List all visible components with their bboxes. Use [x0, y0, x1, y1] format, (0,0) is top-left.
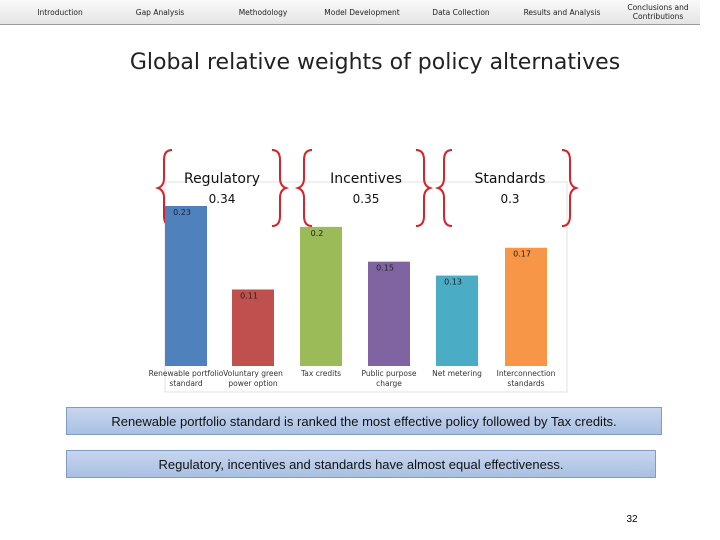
value-label: 0.13: [444, 278, 462, 287]
nav-tab: Results and Analysis: [523, 7, 601, 17]
group-weight: 0.35: [352, 192, 380, 206]
x-tick-label: Interconnection standards: [496, 369, 556, 388]
bar: [232, 289, 274, 366]
x-tick-label: Net metering: [432, 369, 482, 378]
brace: [561, 149, 580, 227]
group-label: Standards: [474, 171, 546, 187]
bar: [165, 206, 207, 366]
nav-tab: Introduction: [37, 7, 83, 17]
x-tick-label: Voluntary green power option: [223, 369, 283, 388]
brace: [154, 149, 173, 227]
value-label: 0.15: [376, 264, 394, 273]
brace: [271, 149, 290, 227]
nav-tab: Gap Analysis: [135, 7, 185, 17]
page-number: 32: [626, 514, 638, 525]
nav-tab: Methodology: [238, 7, 288, 17]
nav-bar: Introduction Gap Analysis Methodology Model…: [0, 0, 700, 25]
bar: [436, 275, 478, 366]
x-tick-label: Renewable portfolio standard: [148, 369, 224, 388]
note: Regulatory, incentives and standards hav…: [66, 450, 656, 478]
bar: [300, 226, 342, 366]
braces: [154, 149, 580, 227]
group-label: Incentives: [330, 171, 402, 187]
brace: [415, 149, 434, 227]
group-weight: 0.3: [500, 192, 520, 206]
group-label: Regulatory: [183, 171, 261, 187]
value-label: 0.17: [513, 250, 531, 259]
x-tick-label: Tax credits: [300, 369, 342, 378]
x-tick-label: Public purpose charge: [361, 369, 417, 388]
note: Renewable portfolio standard is ranked t…: [66, 407, 662, 435]
value-label: 0.2: [311, 229, 324, 238]
value-label: 0.23: [173, 208, 191, 217]
bar: [505, 247, 547, 366]
bar: [368, 261, 410, 366]
nav-tab: Conclusions and Contributions: [627, 3, 689, 21]
nav-tab: Model Development: [324, 7, 400, 17]
slide-title: Global relative weights of policy altern…: [129, 50, 621, 75]
nav-tab: Data Collection: [432, 7, 490, 17]
brace: [434, 149, 453, 227]
brace: [294, 149, 313, 227]
group-weight: 0.34: [208, 192, 236, 206]
value-label: 0.11: [240, 291, 258, 300]
